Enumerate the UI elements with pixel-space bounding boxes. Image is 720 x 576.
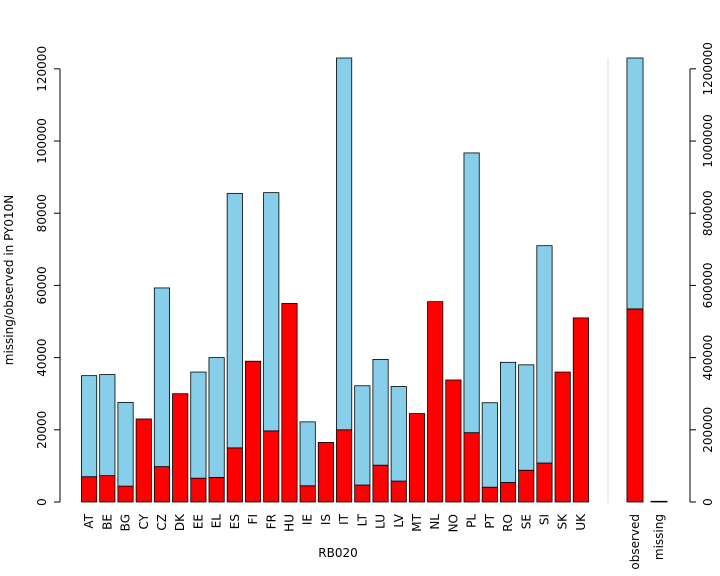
bar-observed-ES <box>226 192 243 449</box>
left-y-tick-label: 120000 <box>35 46 49 92</box>
bar-missing-NO <box>445 379 462 503</box>
bar-observed-BG <box>117 401 134 487</box>
bar-observed-PL <box>463 152 480 434</box>
x-tick-label-EE: EE <box>191 514 205 529</box>
bar-observed-EE <box>190 371 207 479</box>
bar-missing-ES <box>226 447 243 503</box>
x-tick-label-HU: HU <box>282 514 296 532</box>
bar-observed-CZ <box>153 287 171 468</box>
bar-observed-EL <box>208 357 225 478</box>
bar-missing-PT <box>481 486 498 503</box>
bar-missing-IS <box>317 442 334 503</box>
y-axis-title: missing/observed in PY010N <box>2 195 16 366</box>
left-y-tick-label: 80000 <box>35 194 49 232</box>
bar-observed-missing <box>650 500 668 503</box>
bar-missing-CY <box>135 418 152 503</box>
left-y-tick-label: 40000 <box>35 339 49 377</box>
x-tick-label-DK: DK <box>173 513 187 531</box>
bar-missing-FR <box>263 430 280 503</box>
bar-observed-LT <box>354 385 371 486</box>
x-tick-label-BE: BE <box>100 514 114 530</box>
bar-missing-IE <box>299 485 316 503</box>
bar-missing-NL <box>427 301 444 503</box>
x-tick-label-missing: missing <box>652 514 666 560</box>
x-tick-label-observed: observed <box>628 514 642 570</box>
bar-missing-RO <box>499 482 517 503</box>
bar-observed-RO <box>499 361 517 483</box>
left-y-tick-label: 20000 <box>35 411 49 449</box>
left-y-tick-label: 0 <box>35 498 49 506</box>
x-tick-label-LT: LT <box>355 513 369 526</box>
right-y-tick-label: 1000000 <box>701 114 715 167</box>
x-tick-label-PT: PT <box>483 513 497 528</box>
x-tick-label-RO: RO <box>501 514 515 532</box>
x-tick-label-CY: CY <box>137 513 151 529</box>
x-tick-label-PL: PL <box>465 514 479 528</box>
x-tick-label-UK: UK <box>574 513 588 531</box>
bar-missing-EE <box>190 477 207 503</box>
bar-missing-CZ <box>153 466 171 503</box>
right-y-tick-label: 1200000 <box>701 42 715 95</box>
bar-observed-LU <box>372 359 389 466</box>
x-tick-label-SI: SI <box>537 514 551 525</box>
bar-missing-DK <box>172 393 189 503</box>
right-y-tick-label: 800000 <box>701 190 715 236</box>
x-tick-label-NL: NL <box>428 514 442 530</box>
x-tick-label-SE: SE <box>519 514 533 529</box>
bar-missing-observed <box>626 308 644 503</box>
x-tick-label-FI: FI <box>246 514 260 524</box>
x-tick-label-AT: AT <box>82 513 96 528</box>
bar-missing-SE <box>518 469 535 503</box>
bar-missing-EL <box>208 477 225 503</box>
bar-missing-IT <box>336 429 353 503</box>
left-y-tick-label: 60000 <box>35 266 49 304</box>
x-tick-label-SK: SK <box>556 513 570 530</box>
bar-missing-PL <box>463 432 480 503</box>
bar-missing-MT <box>408 413 426 503</box>
left-y-tick-label: 100000 <box>35 118 49 164</box>
right-bar-panel: 0 200000 400000 600000 800000 1000000 1200000 o… <box>626 42 715 570</box>
bar-observed-BE <box>99 374 116 477</box>
x-axis-title: RB020 <box>318 546 357 560</box>
bar-observed-PT <box>481 402 498 488</box>
x-tick-label-LV: LV <box>392 513 406 527</box>
bar-missing-BG <box>117 485 134 503</box>
right-y-tick-label: 0 <box>701 498 715 506</box>
right-y-tick-label: 200000 <box>701 407 715 453</box>
bar-observed-SI <box>536 245 553 464</box>
x-tick-label-MT: MT <box>410 513 424 531</box>
bar-observed-IE <box>299 421 316 487</box>
x-tick-label-NO: NO <box>446 514 460 532</box>
bar-missing-SK <box>554 371 571 503</box>
right-y-tick-label: 400000 <box>701 335 715 381</box>
bar-missing-AT <box>81 476 98 503</box>
bar-observed-IT <box>336 57 353 431</box>
x-tick-label-FR: FR <box>264 514 278 529</box>
x-tick-label-BG: BG <box>119 514 133 531</box>
bar-observed-observed <box>626 57 644 310</box>
bar-missing-LT <box>354 484 371 503</box>
bar-missing-FI <box>244 360 262 503</box>
x-tick-label-IS: IS <box>319 514 333 525</box>
bar-missing-BE <box>99 475 116 503</box>
x-tick-label-ES: ES <box>228 514 242 529</box>
bar-missing-UK <box>572 317 589 503</box>
bar-missing-SI <box>536 462 553 503</box>
x-tick-label-IT: IT <box>337 513 351 525</box>
x-tick-label-IE: IE <box>301 514 315 525</box>
bar-observed-SE <box>518 364 535 471</box>
x-tick-label-LU: LU <box>374 514 388 529</box>
bar-missing-HU <box>281 303 298 503</box>
bar-observed-LV <box>390 386 407 482</box>
right-y-tick-label: 600000 <box>701 263 715 309</box>
x-tick-label-EL: EL <box>210 514 224 529</box>
bar-observed-FR <box>263 192 280 432</box>
bar-observed-AT <box>81 375 98 478</box>
x-tick-label-CZ: CZ <box>155 514 169 531</box>
bar-missing-LV <box>390 480 407 503</box>
bar-missing-LU <box>372 464 389 503</box>
